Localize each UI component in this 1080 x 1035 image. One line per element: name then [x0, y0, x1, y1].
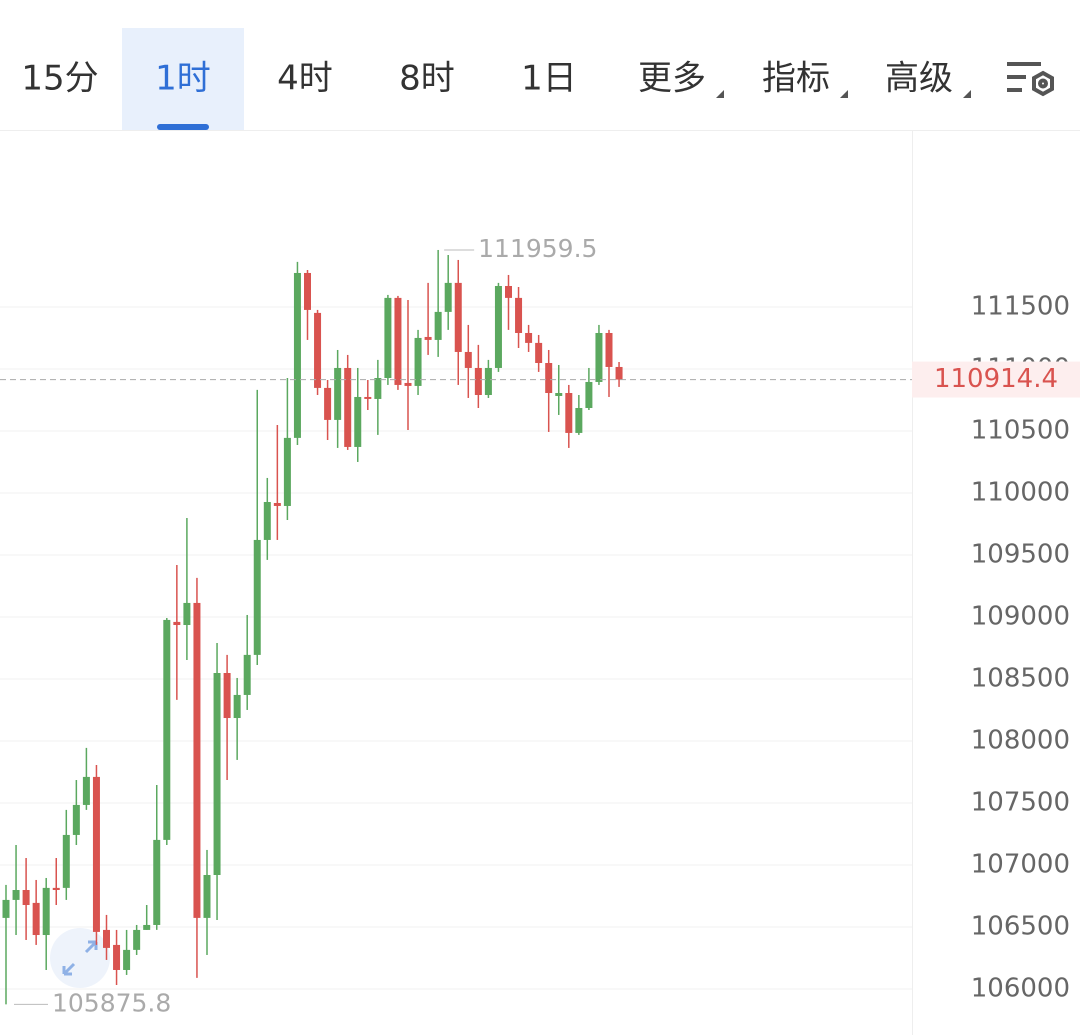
candle-body	[384, 297, 392, 379]
candle-body	[324, 387, 332, 420]
tab[interactable]: 1时	[155, 59, 211, 99]
y-tick-label: 108000	[971, 725, 1070, 755]
expand-button[interactable]	[50, 928, 110, 988]
y-tick-label: 109000	[971, 601, 1070, 631]
low-marker-label: 105875.8	[52, 988, 171, 1017]
dropdown-triangle	[963, 90, 971, 98]
candle-body	[223, 673, 231, 719]
candle-body	[454, 282, 462, 352]
candle-body	[585, 381, 593, 409]
dropdown-triangle	[716, 90, 724, 98]
candle-body	[2, 899, 10, 918]
candle-body	[424, 336, 432, 340]
y-tick-label: 109500	[971, 539, 1070, 569]
candle-body	[153, 839, 161, 925]
candle-body	[52, 887, 60, 891]
tab[interactable]: 指标	[762, 59, 830, 99]
candle-body	[494, 285, 502, 368]
candle-body	[484, 367, 492, 395]
candle-body	[183, 602, 191, 626]
candle-body	[434, 311, 442, 340]
candle-body	[283, 437, 291, 506]
candle-body	[72, 804, 80, 835]
candle-body	[273, 502, 281, 506]
high-marker-label: 111959.5	[478, 234, 597, 263]
candle-body	[575, 408, 583, 433]
tab[interactable]: 15分	[21, 59, 98, 99]
candle-body	[565, 393, 573, 433]
candle-body	[193, 602, 201, 918]
candle-body	[615, 366, 623, 380]
candle-body	[103, 929, 110, 948]
candle-body	[304, 272, 311, 310]
candle-body	[92, 776, 100, 932]
candle-body	[314, 312, 322, 388]
candle-body	[263, 502, 271, 540]
tab[interactable]: 1日	[521, 59, 577, 99]
candle-body	[474, 367, 482, 395]
candle-body	[62, 834, 70, 888]
candle-body	[535, 342, 543, 363]
candle-body	[22, 890, 30, 906]
candle-body	[293, 272, 301, 438]
candle-body	[515, 297, 523, 333]
candle-body	[344, 367, 352, 447]
candle-body	[404, 382, 412, 386]
candle-body	[243, 654, 251, 695]
y-tick-label: 106500	[971, 911, 1070, 941]
candle-body	[133, 929, 141, 950]
candle-body	[354, 396, 362, 447]
y-tick-label: 108500	[971, 663, 1070, 693]
settings-icon[interactable]	[1007, 62, 1054, 97]
candle-body	[233, 694, 241, 719]
last-price-bg	[912, 361, 1080, 398]
y-tick-label: 106000	[971, 973, 1070, 1003]
candle-body	[374, 378, 382, 399]
candle-body	[123, 949, 131, 970]
candle-body	[595, 332, 603, 382]
candle-body	[143, 924, 151, 930]
last-price-label: 110914.4	[934, 364, 1058, 394]
y-tick-label: 107500	[971, 787, 1070, 817]
candle-body	[505, 285, 512, 298]
y-tick-label: 110500	[971, 415, 1070, 445]
candle-body	[12, 890, 20, 900]
candle-body	[414, 337, 422, 386]
candle-body	[113, 944, 121, 970]
candle-body	[545, 362, 553, 394]
candle-body	[364, 396, 372, 399]
candle-body	[82, 776, 90, 805]
candle-body	[213, 673, 221, 875]
candle-body	[42, 887, 50, 936]
candle-body	[32, 902, 40, 936]
tab[interactable]: 高级	[885, 59, 953, 99]
y-tick-label: 110000	[971, 477, 1070, 507]
active-tab-bg	[122, 28, 244, 130]
candle-body	[444, 282, 452, 312]
y-tick-label: 107000	[971, 849, 1070, 879]
candle-body	[464, 351, 472, 368]
candle-body	[394, 297, 402, 385]
candle-body	[253, 539, 261, 655]
active-tab-underline	[157, 124, 209, 130]
candle-body	[525, 332, 533, 343]
y-tick-label: 111500	[971, 291, 1070, 321]
candle-body	[334, 367, 342, 420]
candle-body	[605, 332, 613, 367]
tab[interactable]: 更多	[638, 59, 706, 99]
candle-body	[555, 393, 563, 396]
tab[interactable]: 8时	[399, 59, 455, 99]
candle-body	[173, 621, 181, 626]
dropdown-triangle	[840, 90, 848, 98]
candle-body	[203, 874, 211, 918]
tab[interactable]: 4时	[277, 59, 333, 99]
candle-body	[163, 619, 171, 840]
